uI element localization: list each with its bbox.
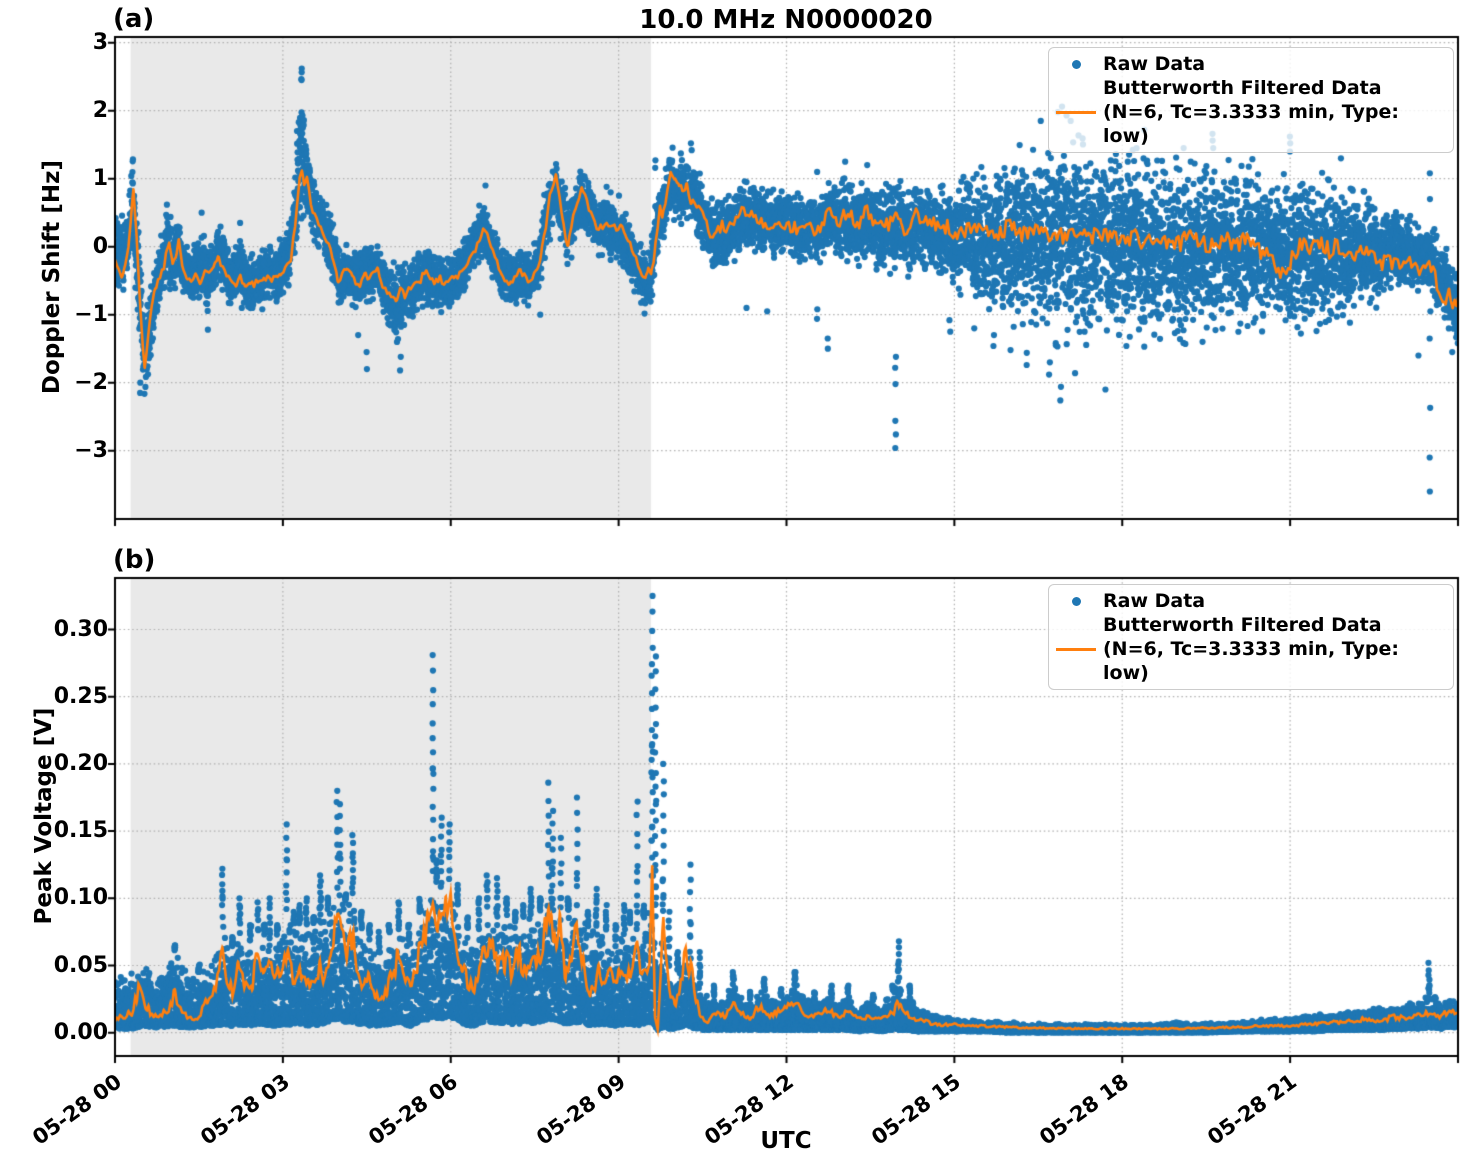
legend-filtered-label: Butterworth Filtered Data (N=6, Tc=3.333… — [1103, 76, 1447, 148]
subplot-b-tag: (b) — [113, 545, 156, 575]
legend-filtered-line2: (N=6, Tc=3.3333 min, Type: low) — [1103, 638, 1399, 684]
y-tick-label-b: 0.30 — [53, 616, 108, 642]
y-tick-label-a: 2 — [92, 97, 108, 123]
legend-raw-label: Raw Data — [1103, 590, 1206, 612]
legend-row-filtered: Butterworth Filtered Data (N=6, Tc=3.333… — [1049, 76, 1447, 148]
raw-data-marker-icon — [1049, 59, 1103, 69]
y-tick-label-b: 0.25 — [53, 683, 108, 709]
y-tick-label-a: −3 — [74, 437, 108, 463]
y-tick-label-a: 1 — [92, 165, 108, 191]
legend-filtered-line2: (N=6, Tc=3.3333 min, Type: low) — [1103, 101, 1399, 147]
y-tick-label-a: −1 — [74, 301, 108, 327]
legend-row-filtered: Butterworth Filtered Data (N=6, Tc=3.333… — [1049, 613, 1447, 685]
raw-data-marker-icon — [1049, 596, 1103, 606]
legend-raw-label: Raw Data — [1103, 53, 1206, 75]
subplot-a-tag: (a) — [113, 4, 155, 34]
x-axis-label: UTC — [760, 1128, 812, 1154]
y-tick-label-a: 3 — [92, 29, 108, 55]
legend-filtered-line1: Butterworth Filtered Data — [1103, 614, 1382, 636]
legend-filtered-line1: Butterworth Filtered Data — [1103, 77, 1382, 99]
legend-b: Raw Data Butterworth Filtered Data (N=6,… — [1048, 584, 1454, 690]
legend-a: Raw Data Butterworth Filtered Data (N=6,… — [1048, 47, 1454, 153]
filtered-line-marker-icon — [1049, 110, 1103, 114]
y-tick-label-b: 0.00 — [53, 1019, 108, 1045]
legend-filtered-label: Butterworth Filtered Data (N=6, Tc=3.333… — [1103, 613, 1447, 685]
y-tick-label-a: 0 — [92, 233, 108, 259]
legend-row-raw: Raw Data — [1049, 589, 1447, 613]
figure-title: 10.0 MHz N0000020 — [639, 5, 933, 35]
y-tick-label-b: 0.05 — [53, 952, 108, 978]
y-tick-label-b: 0.20 — [53, 750, 108, 776]
filtered-line-marker-icon — [1049, 647, 1103, 651]
y-tick-label-b: 0.10 — [53, 885, 108, 911]
legend-row-raw: Raw Data — [1049, 52, 1447, 76]
y-tick-label-b: 0.15 — [53, 818, 108, 844]
y-tick-label-a: −2 — [74, 369, 108, 395]
